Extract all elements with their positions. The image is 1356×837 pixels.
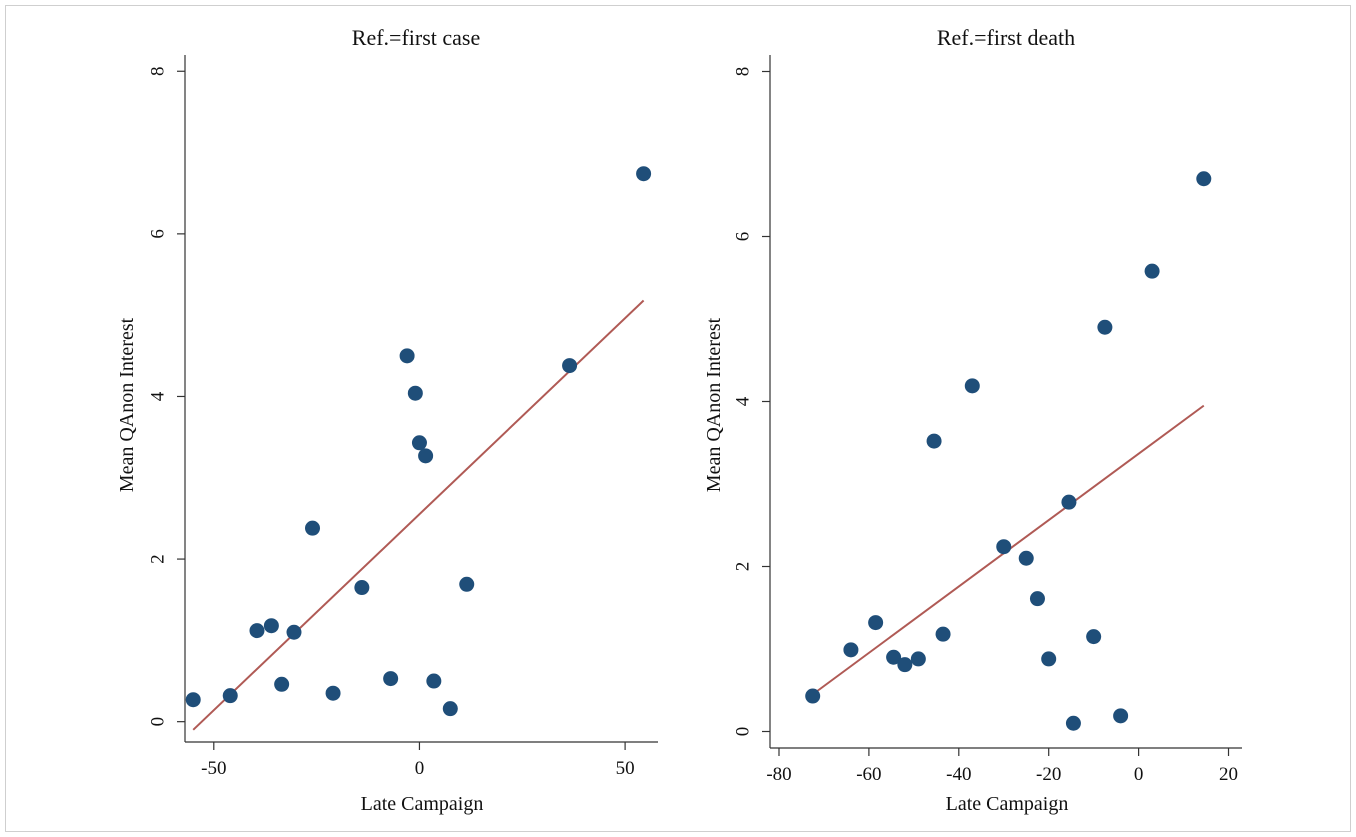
scatter-point: [263, 618, 279, 634]
y-tick-label: 4: [147, 391, 168, 401]
data-points: [805, 171, 1212, 731]
x-tick-label: -80: [766, 764, 791, 785]
y-tick-label: 4: [732, 396, 753, 406]
y-tick-label: 8: [147, 67, 168, 77]
scatter-point: [185, 692, 201, 708]
scatter-point: [399, 348, 415, 364]
x-axis-label: Late Campaign: [361, 793, 484, 815]
scatter-point: [249, 623, 265, 639]
y-tick-label: 6: [147, 229, 168, 239]
scatter-point: [305, 520, 321, 536]
y-axis-label: Mean QAnon Interest: [703, 317, 725, 492]
figure-frame: [5, 5, 1351, 832]
scatter-point: [935, 626, 951, 642]
scatter-point: [411, 435, 427, 451]
scatter-point: [1144, 263, 1160, 279]
scatter-point: [354, 580, 370, 596]
scatter-point: [562, 358, 578, 374]
panel-first-case: Ref.=first case Late Campaign Mean QAnon…: [116, 25, 658, 815]
scatter-point: [274, 676, 290, 692]
y-ticks: 0 2 4 6 8: [732, 67, 770, 737]
x-axis-label: Late Campaign: [946, 793, 1069, 815]
scatter-point: [636, 166, 652, 182]
scatter-point: [418, 448, 434, 464]
y-tick-label: 8: [732, 67, 753, 77]
y-tick-label: 6: [732, 232, 753, 242]
y-tick-label: 0: [732, 727, 753, 737]
scatter-point: [996, 539, 1012, 555]
scatter-point: [1065, 715, 1081, 731]
x-tick-label: 20: [1219, 764, 1238, 785]
panel-title: Ref.=first case: [352, 25, 480, 50]
y-tick-label: 0: [147, 717, 168, 727]
scatter-point: [222, 688, 238, 704]
x-tick-label: -50: [201, 758, 226, 779]
scatter-point: [459, 576, 475, 592]
scatter-point: [886, 649, 902, 665]
x-tick-label: -20: [1036, 764, 1061, 785]
scatter-point: [1061, 494, 1077, 510]
data-points: [185, 166, 652, 717]
x-tick-label: 0: [1134, 764, 1144, 785]
scatter-point: [1113, 708, 1129, 724]
y-tick-label: 2: [732, 562, 753, 572]
scatter-point: [325, 685, 341, 701]
scatter-point: [1018, 550, 1034, 566]
scatter-point: [897, 657, 913, 673]
y-axis-label: Mean QAnon Interest: [116, 317, 138, 492]
y-ticks: 0 2 4 6 8: [147, 67, 185, 727]
scatter-point: [1029, 591, 1045, 607]
x-tick-label: -40: [946, 764, 971, 785]
x-ticks: -80 -60 -40 -20 0 20: [766, 748, 1238, 785]
x-tick-label: 0: [415, 758, 425, 779]
scatter-point: [868, 615, 884, 631]
scatter-point: [286, 624, 302, 640]
scatter-point: [426, 673, 442, 689]
scatter-point: [383, 671, 399, 687]
x-tick-label: 50: [616, 758, 635, 779]
scatter-point: [1097, 319, 1113, 335]
scatter-point: [442, 701, 458, 717]
scatter-point: [910, 651, 926, 667]
scatter-point: [805, 688, 821, 704]
x-tick-label: -60: [856, 764, 881, 785]
x-ticks: -50 0 50: [201, 742, 635, 779]
scatter-point: [1041, 651, 1057, 667]
scatter-point: [964, 378, 980, 394]
panel-first-death: Ref.=first death Late Campaign Mean QAno…: [703, 25, 1242, 815]
scatter-point: [843, 642, 859, 658]
scatter-point: [926, 433, 942, 449]
scatter-point: [1196, 171, 1212, 187]
panel-title: Ref.=first death: [937, 25, 1075, 50]
scatter-point: [1086, 629, 1102, 645]
y-tick-label: 2: [147, 554, 168, 564]
scatter-point: [407, 385, 423, 401]
